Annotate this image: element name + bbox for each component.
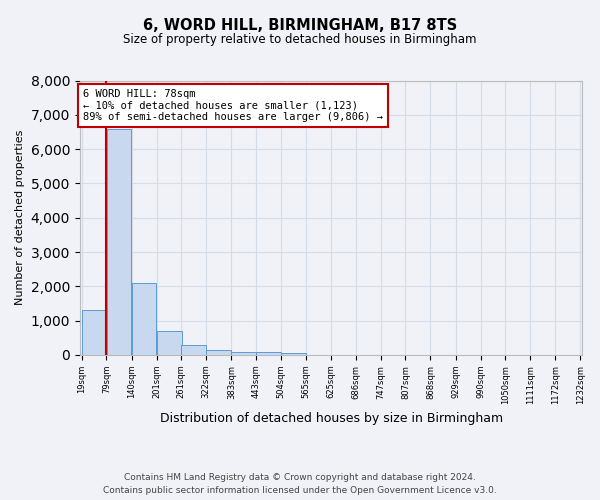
Text: Contains HM Land Registry data © Crown copyright and database right 2024.: Contains HM Land Registry data © Crown c…: [124, 474, 476, 482]
Bar: [206, 350, 231, 355]
Bar: [107, 128, 131, 355]
Text: Contains public sector information licensed under the Open Government Licence v3: Contains public sector information licen…: [103, 486, 497, 495]
Bar: [131, 283, 157, 355]
Text: Size of property relative to detached houses in Birmingham: Size of property relative to detached ho…: [123, 32, 477, 46]
Bar: [157, 331, 182, 355]
Bar: [181, 344, 206, 355]
Bar: [232, 352, 256, 355]
Y-axis label: Number of detached properties: Number of detached properties: [15, 130, 25, 306]
Text: 6 WORD HILL: 78sqm
← 10% of detached houses are smaller (1,123)
89% of semi-deta: 6 WORD HILL: 78sqm ← 10% of detached hou…: [83, 89, 383, 122]
Bar: [281, 353, 306, 355]
Text: 6, WORD HILL, BIRMINGHAM, B17 8TS: 6, WORD HILL, BIRMINGHAM, B17 8TS: [143, 18, 457, 32]
Bar: [82, 310, 107, 355]
Bar: [256, 352, 281, 355]
X-axis label: Distribution of detached houses by size in Birmingham: Distribution of detached houses by size …: [160, 412, 503, 425]
